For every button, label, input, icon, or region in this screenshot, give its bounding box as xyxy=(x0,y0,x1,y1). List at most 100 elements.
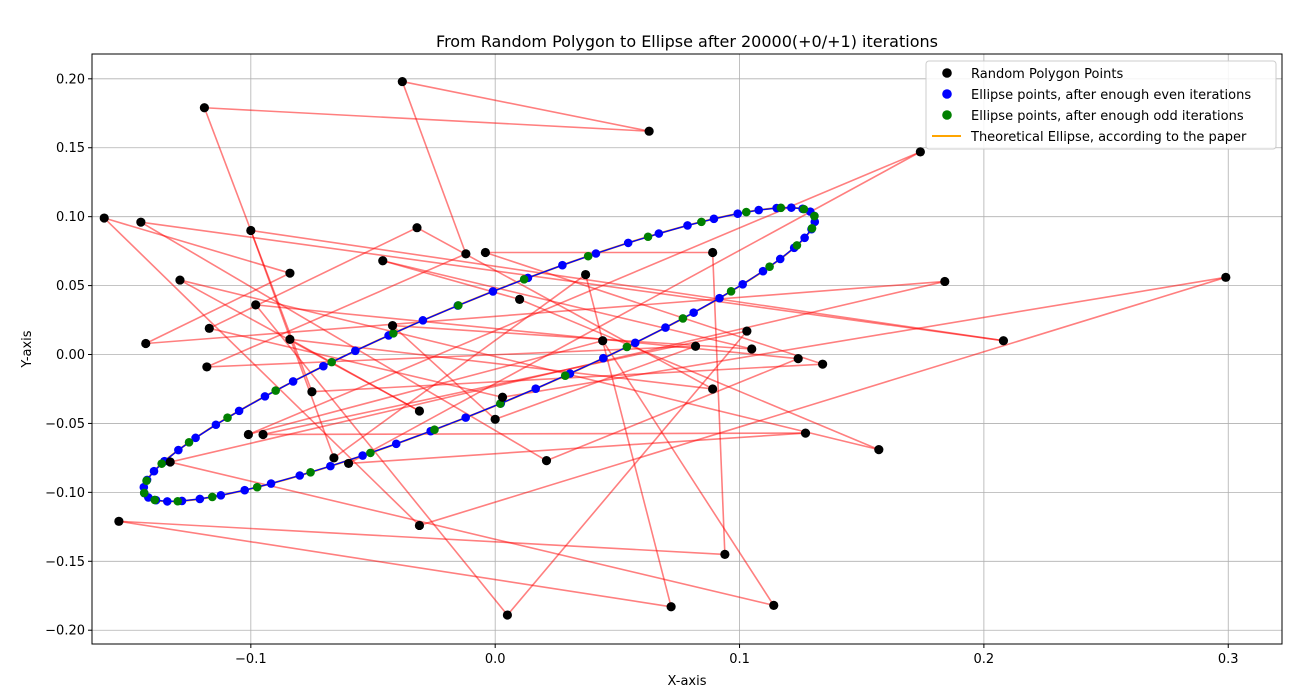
even-point xyxy=(683,221,692,230)
polygon-edge xyxy=(248,339,603,436)
even-point xyxy=(266,479,276,488)
chart-title: From Random Polygon to Ellipse after 200… xyxy=(436,32,938,51)
legend-marker-odd xyxy=(942,110,952,120)
axes-frame xyxy=(91,53,1283,645)
polygon-point xyxy=(874,445,884,455)
odd-point xyxy=(776,203,786,213)
legend-label-even: Ellipse points, after enough even iterat… xyxy=(971,88,1251,103)
x-tick-label: −0.1 xyxy=(235,652,267,667)
polygon-edge xyxy=(584,274,672,607)
polygon-edge xyxy=(179,279,420,412)
y-tick-label: 0.15 xyxy=(56,141,85,156)
polygon-point xyxy=(497,392,508,402)
polygon-edge xyxy=(250,229,1004,342)
polygon-edge xyxy=(206,253,467,368)
legend-label-odd: Ellipse points, after enough odd iterati… xyxy=(971,109,1244,124)
odd-point xyxy=(622,342,632,352)
even-point xyxy=(630,338,640,348)
even-point xyxy=(488,287,498,296)
legend-label-polygon: Random Polygon Points xyxy=(971,67,1123,82)
polygon-edge xyxy=(494,345,696,421)
polygon-point xyxy=(915,147,925,157)
polygon-edge xyxy=(204,106,650,132)
polygon-point xyxy=(329,453,339,463)
polygon-edge xyxy=(485,251,823,365)
polygon-point xyxy=(580,269,591,280)
polygon-edge xyxy=(140,221,547,462)
polygon-edge xyxy=(118,520,672,608)
odd-point xyxy=(741,207,751,217)
polygon-point xyxy=(690,341,701,351)
polygon-edge xyxy=(145,280,945,345)
even-point xyxy=(599,353,608,363)
even-point xyxy=(326,461,335,471)
plot-area xyxy=(91,53,1283,645)
odd-point xyxy=(643,232,653,242)
even-point xyxy=(661,323,670,332)
even-point xyxy=(391,439,401,449)
even-point xyxy=(174,445,183,455)
polygon-point xyxy=(769,600,779,611)
odd-point xyxy=(792,241,802,250)
y-tick-label: 0.10 xyxy=(56,210,85,225)
polygon-edge xyxy=(711,252,726,555)
polygon-point xyxy=(258,429,268,440)
polygon-point xyxy=(141,338,151,349)
polygon-point xyxy=(708,384,718,394)
y-tick-label: 0.05 xyxy=(56,279,85,294)
polygon-edge xyxy=(401,81,467,255)
polygon-point xyxy=(387,320,398,331)
legend-marker-polygon xyxy=(942,68,952,78)
polygon-point xyxy=(414,520,425,531)
y-axis-ticks: −0.20 −0.15 −0.10 −0.05 0.00 0.05 0.10 0.15 0.20 xyxy=(45,72,92,639)
even-point xyxy=(211,420,221,430)
polygon-point xyxy=(243,429,253,440)
even-point xyxy=(288,377,298,386)
polygon-edge xyxy=(502,276,1226,399)
even-point xyxy=(715,293,724,303)
even-point xyxy=(800,233,809,243)
odd-point xyxy=(327,357,336,367)
x-tick-label: 0.0 xyxy=(485,652,506,667)
y-tick-label: −0.05 xyxy=(45,417,85,432)
x-tick-label: 0.1 xyxy=(729,652,750,667)
polygon-edges xyxy=(103,80,1227,616)
y-tick-label: 0.20 xyxy=(56,72,85,87)
polygon-point xyxy=(793,354,803,364)
polygon-edge xyxy=(206,345,696,368)
odd-point xyxy=(306,467,315,477)
even-point xyxy=(358,451,367,460)
polygon-point xyxy=(343,458,354,469)
x-axis-ticks: −0.1 0.0 0.1 0.2 0.3 xyxy=(235,644,1239,667)
odd-point xyxy=(454,301,463,310)
odd-point xyxy=(430,425,439,435)
polygon-point xyxy=(666,602,676,612)
polygon-point xyxy=(251,300,261,310)
odd-point xyxy=(389,329,398,338)
legend-frame xyxy=(925,60,1277,150)
polygon-point xyxy=(378,256,388,266)
polygon-point xyxy=(114,516,124,526)
polygon-edge xyxy=(333,273,587,459)
polygon-point xyxy=(461,249,471,259)
polygon-edge xyxy=(348,432,806,465)
even-point xyxy=(461,413,470,422)
polygon-point xyxy=(515,294,525,304)
odd-point xyxy=(208,492,217,502)
even-point xyxy=(195,494,205,504)
odd-point xyxy=(271,386,280,395)
polygon-point xyxy=(598,336,608,346)
polygon-edge xyxy=(546,357,799,462)
polygon-point xyxy=(165,457,175,467)
polygon-point xyxy=(1221,272,1231,282)
even-point xyxy=(418,316,428,325)
even-point xyxy=(162,497,172,506)
odd-point xyxy=(519,275,529,284)
polygon-edge xyxy=(118,520,725,556)
even-point xyxy=(689,308,698,317)
polygon-point xyxy=(175,275,185,285)
legend-marker-even xyxy=(942,89,952,99)
polygon-point xyxy=(397,76,407,87)
polygon-edge xyxy=(255,304,799,360)
